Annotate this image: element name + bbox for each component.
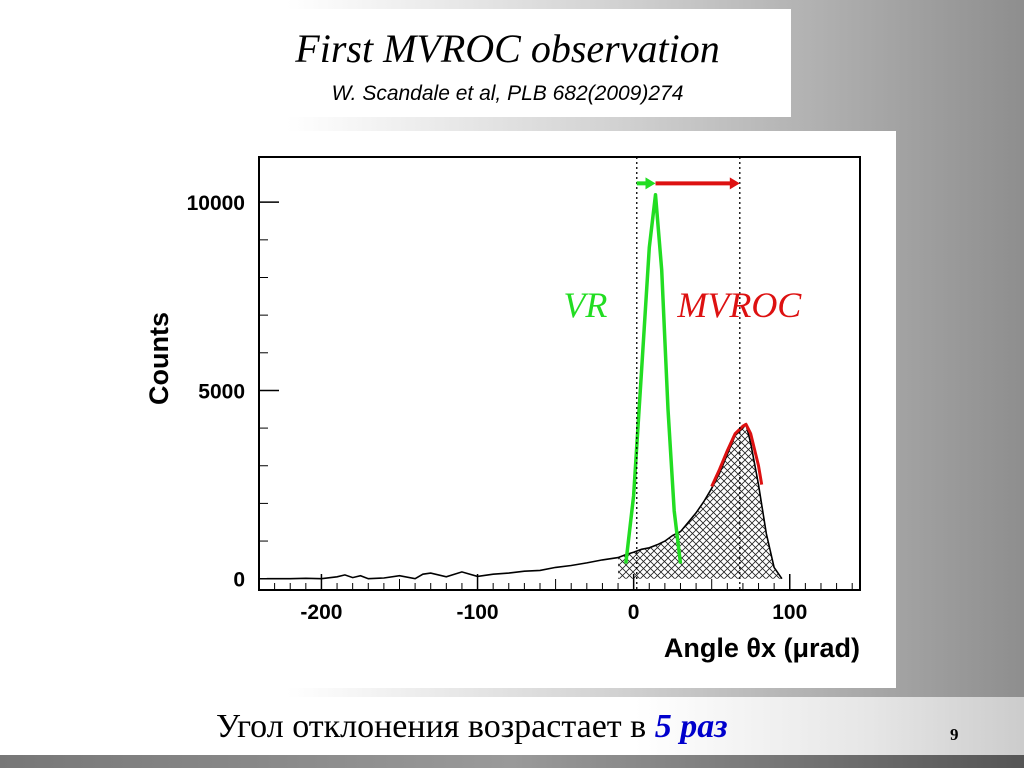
plot-frame bbox=[258, 156, 861, 591]
caption-text: Угол отклонения возрастает в bbox=[216, 708, 655, 745]
title-box: First MVROC observation W. Scandale et a… bbox=[224, 9, 791, 117]
x-tick-label: 100 bbox=[772, 601, 807, 624]
y-tick-label: 10000 bbox=[187, 192, 245, 215]
x-axis-title: Angle θx (μrad) bbox=[664, 633, 860, 663]
x-tick-label: -200 bbox=[300, 601, 342, 624]
x-tick-label: 0 bbox=[628, 601, 640, 624]
mvroc-annotation: MVROC bbox=[676, 285, 802, 325]
y-axis-title: Counts bbox=[144, 312, 174, 405]
caption-emphasis: 5 раз bbox=[654, 708, 728, 745]
footer-strip bbox=[0, 755, 1024, 768]
caption-bar bbox=[0, 697, 1024, 755]
mvroc-peak-line bbox=[710, 422, 764, 488]
hatched-area bbox=[618, 424, 782, 579]
slide-number: 9 bbox=[950, 725, 959, 744]
mvroc-arrow-head bbox=[729, 177, 740, 190]
vr-annotation: VR bbox=[563, 285, 607, 325]
x-tick-label: -100 bbox=[457, 601, 499, 624]
caption: Угол отклонения возрастает в 5 раз bbox=[216, 708, 727, 746]
histogram-chart: 0 5000 10000 -200 -100 0 100 Angle θx (μrad) Cou… bbox=[144, 156, 861, 663]
vr-arrow-head bbox=[645, 177, 656, 190]
y-tick-label: 5000 bbox=[198, 380, 245, 403]
slide-subtitle: W. Scandale et al, PLB 682(2009)274 bbox=[331, 82, 684, 105]
plot-card: 0 5000 10000 -200 -100 0 100 Angle θx (μrad) Cou… bbox=[108, 131, 896, 688]
vr-peak-line bbox=[624, 192, 683, 564]
slide-title: First MVROC observation bbox=[295, 26, 720, 71]
y-tick-label: 0 bbox=[233, 569, 245, 592]
